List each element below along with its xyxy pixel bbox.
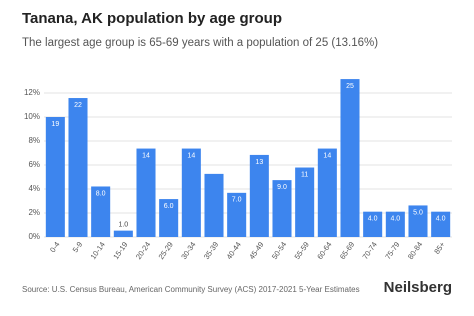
bar <box>68 98 88 237</box>
data-label: 19 <box>51 121 59 128</box>
bar <box>295 167 315 237</box>
y-tick-label: 4% <box>28 184 40 193</box>
x-tick-label: 45-49 <box>247 240 265 261</box>
bar <box>113 230 133 237</box>
y-tick-label: 10% <box>24 112 40 121</box>
x-tick-label: 80-84 <box>406 240 424 261</box>
bar <box>136 148 156 237</box>
bar <box>181 148 201 237</box>
bar <box>91 186 111 237</box>
data-label: 22 <box>74 102 82 109</box>
x-tick-label: 75-79 <box>383 240 401 261</box>
x-tick-label: 20-24 <box>134 240 152 261</box>
data-label: 9.0 <box>277 184 287 191</box>
source-note: Source: U.S. Census Bureau, American Com… <box>22 285 360 294</box>
x-tick-label: 0-4 <box>48 240 62 254</box>
bar <box>45 117 65 237</box>
bar <box>340 79 360 237</box>
data-label: 13 <box>255 159 263 166</box>
x-tick-label: 5-9 <box>71 240 85 254</box>
bar <box>204 173 224 237</box>
x-tick-label: 25-29 <box>157 240 175 261</box>
data-label: 4.0 <box>436 216 446 223</box>
bar <box>272 180 292 237</box>
x-tick-label: 60-64 <box>315 240 333 261</box>
y-tick-label: 0% <box>28 232 40 241</box>
bar <box>431 211 451 237</box>
data-label: 4.0 <box>368 216 378 223</box>
x-tick-label: 85+ <box>432 240 447 256</box>
bar <box>408 205 428 237</box>
x-tick-label: 10-14 <box>89 240 107 261</box>
x-tick-label: 55-59 <box>293 240 311 261</box>
y-tick-label: 8% <box>28 136 40 145</box>
y-tick-label: 6% <box>28 160 40 169</box>
bar <box>363 211 383 237</box>
bar <box>227 192 247 237</box>
chart-title: Tanana, AK population by age group <box>22 10 282 27</box>
data-label: 14 <box>323 152 331 159</box>
bar <box>317 148 337 237</box>
data-label: 8.0 <box>96 190 106 197</box>
x-tick-label: 65-69 <box>338 240 356 261</box>
chart-subtitle: The largest age group is 65-69 years wit… <box>22 37 378 49</box>
data-label: 25 <box>346 83 354 90</box>
data-label: 14 <box>187 152 195 159</box>
x-tick-label: 30-34 <box>179 240 197 261</box>
data-label: 14 <box>142 152 150 159</box>
x-tick-label: 15-19 <box>111 240 129 261</box>
x-tick-label: 50-54 <box>270 240 288 261</box>
data-label: 1.0 <box>118 221 128 228</box>
data-label: 6.0 <box>164 203 174 210</box>
x-tick-label: 40-44 <box>225 240 243 261</box>
x-tick-label: 70-74 <box>361 240 379 261</box>
y-tick-label: 2% <box>28 208 40 217</box>
data-label: 11 <box>301 171 308 178</box>
x-tick-label: 35-39 <box>202 240 220 261</box>
bar <box>249 154 269 237</box>
data-label: 7.0 <box>232 197 242 204</box>
y-tick-label: 12% <box>24 88 40 97</box>
bar <box>159 199 179 237</box>
brand-logo: Neilsberg <box>384 279 452 296</box>
data-label: 5.0 <box>413 209 423 216</box>
data-label: 4.0 <box>390 216 400 223</box>
bar <box>385 211 405 237</box>
